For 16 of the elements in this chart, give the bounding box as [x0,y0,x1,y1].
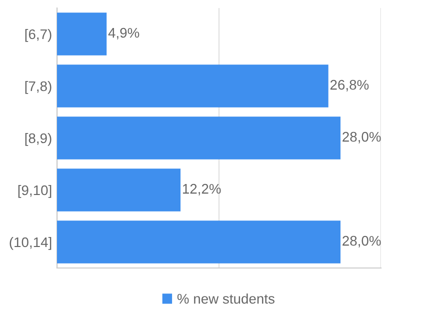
bar [57,12,107,56]
data-label: 28,0% [342,132,381,144]
y-tick-label: [7,8) [25,80,52,94]
y-tick-label: [8,9) [25,132,52,146]
legend-label: % new students [177,294,274,304]
bar [57,168,181,212]
data-label: 26,8% [330,80,369,92]
data-label: 4,9% [108,28,140,40]
y-tick-label: [6,7) [25,28,52,42]
y-tick-label: (10,14] [10,236,52,250]
data-label: 28,0% [342,236,381,248]
bar [57,64,328,108]
bar [57,220,340,264]
y-tick-label: [9,10] [18,184,52,198]
data-label: 12,2% [182,184,221,196]
bar [57,116,340,160]
